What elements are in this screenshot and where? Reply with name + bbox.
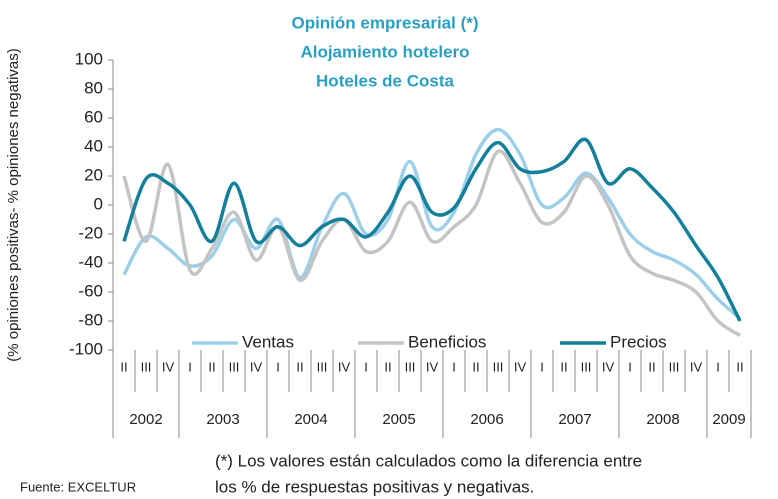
y-tick-label: -20 <box>78 223 103 242</box>
x-tick-label: II <box>472 359 479 374</box>
x-tick-label: I <box>364 359 368 374</box>
y-tick-label: -100 <box>69 339 103 358</box>
x-tick-label: I <box>188 359 192 374</box>
source: Fuente: EXCELTUR <box>20 479 136 494</box>
x-tick-label: III <box>229 359 240 374</box>
x-tick-label: III <box>493 359 504 374</box>
year-label: 2007 <box>558 411 591 428</box>
x-tick-label: III <box>317 359 328 374</box>
legend-label: Precios <box>610 332 667 351</box>
x-tick-label: II <box>736 359 743 374</box>
x-tick-label: IV <box>426 359 439 374</box>
x-tick-label: I <box>716 359 720 374</box>
y-tick-label: 20 <box>84 165 103 184</box>
x-tick-label: II <box>208 359 215 374</box>
x-tick-label: I <box>452 359 456 374</box>
x-tick-label: III <box>581 359 592 374</box>
y-axis-label: (% opiniones positivas- % opiniones nega… <box>5 48 22 362</box>
x-tick-label: IV <box>162 359 175 374</box>
y-tick-label: -80 <box>78 310 103 329</box>
chart-title: Opinión empresarial (*) <box>291 13 478 32</box>
year-label: 2008 <box>646 411 679 428</box>
y-tick-label: 60 <box>84 107 103 126</box>
x-tick-label: IV <box>514 359 527 374</box>
year-label: 2002 <box>129 411 162 428</box>
line <box>122 149 741 337</box>
x-tick-label: I <box>540 359 544 374</box>
x-tick-label: II <box>120 359 127 374</box>
footnote: los % de respuestas positivas y negativa… <box>215 477 534 496</box>
year-label: 2004 <box>294 411 327 428</box>
x-tick-label: IV <box>690 359 703 374</box>
footnote: (*) Los valores están calculados como la… <box>215 451 642 470</box>
y-tick-label: -60 <box>78 281 103 300</box>
legend-label: Beneficios <box>408 332 486 351</box>
x-tick-label: IV <box>338 359 351 374</box>
year-label: 2003 <box>206 411 239 428</box>
x-tick-label: IV <box>602 359 615 374</box>
x-tick-label: I <box>628 359 632 374</box>
y-tick-label: 100 <box>75 49 103 68</box>
chart-title: Hoteles de Costa <box>316 71 454 90</box>
y-tick-label: 0 <box>94 194 103 213</box>
year-label: 2009 <box>712 411 745 428</box>
year-label: 2005 <box>382 411 415 428</box>
y-tick-label: -40 <box>78 252 103 271</box>
x-tick-label: II <box>648 359 655 374</box>
year-label: 2006 <box>470 411 503 428</box>
line <box>122 137 742 322</box>
x-tick-label: II <box>296 359 303 374</box>
x-tick-label: III <box>405 359 416 374</box>
legend-label: Ventas <box>242 332 294 351</box>
x-tick-label: II <box>560 359 567 374</box>
line <box>122 127 742 320</box>
chart-title: Alojamiento hotelero <box>300 42 469 61</box>
x-tick-label: II <box>384 359 391 374</box>
y-tick-label: 80 <box>84 78 103 97</box>
x-tick-label: IV <box>250 359 263 374</box>
y-tick-label: 40 <box>84 136 103 155</box>
x-tick-label: III <box>141 359 152 374</box>
x-tick-label: I <box>276 359 280 374</box>
x-tick-label: III <box>669 359 680 374</box>
